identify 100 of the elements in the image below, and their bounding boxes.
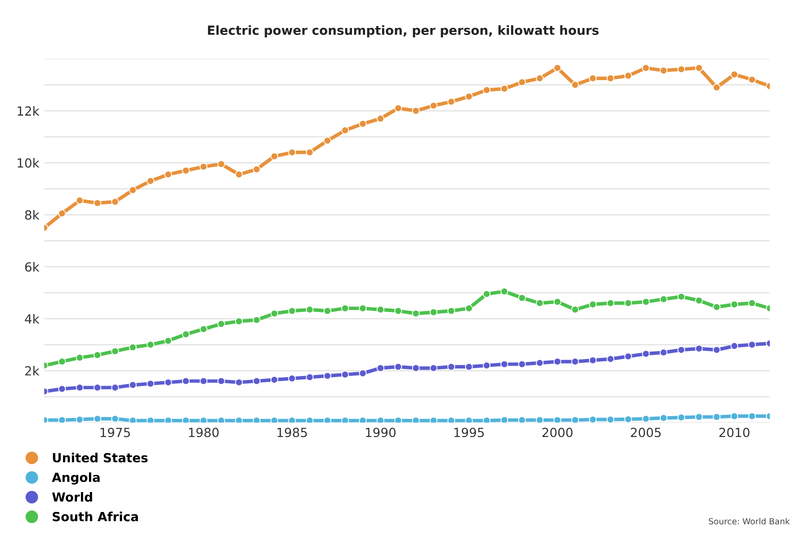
point (94, 199, 102, 207)
point (624, 352, 632, 360)
y-tick-label: 4k (24, 314, 40, 324)
point (252, 416, 261, 423)
point (217, 320, 226, 328)
point (288, 374, 296, 382)
point (306, 148, 314, 156)
point (76, 196, 84, 204)
point (288, 416, 296, 423)
y-tick-label: 10k (18, 158, 40, 168)
point (571, 306, 580, 314)
point (642, 298, 650, 306)
point (358, 304, 367, 312)
point (660, 414, 668, 422)
y-tick-label: 8k (25, 210, 40, 220)
point (200, 162, 208, 171)
point (748, 299, 756, 308)
point (447, 307, 456, 315)
point (270, 310, 278, 318)
point (341, 370, 349, 378)
point (677, 346, 686, 354)
point (412, 364, 420, 372)
point (571, 358, 580, 366)
point (235, 378, 243, 386)
point (465, 304, 473, 312)
legend-label: World (52, 492, 92, 502)
source-note: Source: World Bank (708, 518, 790, 524)
point (217, 416, 226, 423)
point (430, 364, 438, 372)
point (146, 380, 154, 388)
point (554, 416, 562, 423)
point (677, 65, 686, 74)
point (252, 165, 261, 174)
point (341, 304, 349, 312)
point (588, 356, 597, 364)
point (200, 377, 208, 385)
point (677, 414, 686, 422)
point (500, 288, 508, 296)
point (606, 74, 614, 82)
x-tick-label: 2005 (630, 428, 661, 438)
point (536, 74, 544, 82)
point (341, 416, 349, 423)
point (642, 350, 650, 358)
point (324, 136, 332, 145)
point (430, 102, 438, 110)
legend-label: United States (52, 452, 148, 462)
y-tick-label: 12k (18, 106, 40, 116)
point (748, 340, 756, 349)
point (58, 210, 66, 218)
y-tick-label: 6k (25, 262, 40, 272)
point (182, 377, 190, 385)
point (554, 298, 562, 306)
x-tick-label: 2000 (542, 428, 572, 438)
x-tick-label: 1985 (277, 428, 307, 438)
point (748, 412, 756, 420)
point (571, 416, 580, 423)
x-tick-label: 1975 (100, 428, 130, 438)
point (695, 296, 703, 304)
point (588, 74, 597, 82)
point (111, 198, 119, 206)
point (306, 373, 314, 382)
point (642, 414, 650, 423)
point (447, 362, 456, 371)
point (554, 64, 562, 72)
point (58, 358, 66, 366)
point (111, 347, 119, 356)
point (606, 416, 614, 423)
point (677, 292, 686, 301)
point (606, 299, 614, 308)
point (447, 98, 456, 106)
chart-title: Electric power consumption, per person, kilowatt hours (208, 25, 599, 38)
point (482, 86, 491, 94)
point (536, 416, 544, 423)
point (164, 170, 172, 178)
point (554, 358, 562, 366)
point (306, 306, 314, 314)
point (624, 72, 632, 80)
point (624, 299, 632, 308)
legend-label: South Africa (52, 512, 138, 522)
point (252, 316, 261, 324)
point (482, 290, 491, 298)
point (235, 170, 243, 178)
point (146, 416, 154, 423)
point (306, 416, 314, 423)
point (94, 384, 102, 392)
point (430, 416, 438, 423)
point (695, 64, 703, 72)
point (642, 64, 650, 72)
point (447, 416, 456, 423)
point (518, 78, 526, 86)
point (76, 416, 84, 423)
point (270, 376, 278, 384)
x-tick-label: 1995 (454, 428, 484, 438)
point (412, 416, 420, 423)
point (518, 294, 526, 302)
point (500, 416, 508, 423)
x-tick-label: 2010 (719, 428, 750, 438)
point (111, 414, 119, 423)
point (624, 415, 632, 423)
point (394, 307, 402, 315)
